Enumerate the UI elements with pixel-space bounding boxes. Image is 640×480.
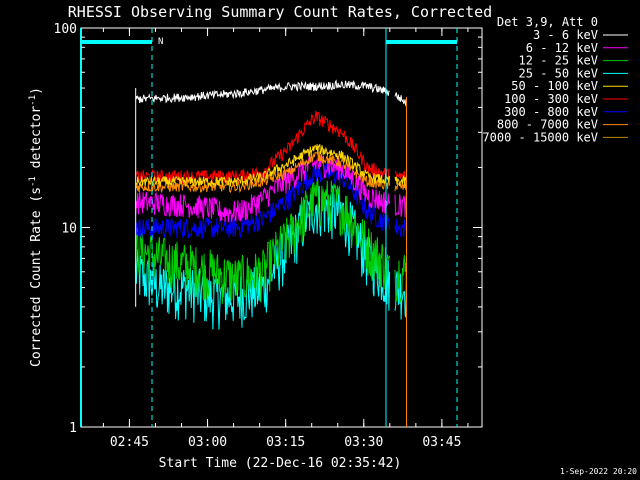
y-tick-label: 1 [69, 421, 77, 436]
y-axis-label-part1: Corrected Count Rate (s [29, 187, 44, 367]
series-line-12-25-kev [135, 177, 407, 308]
x-tick-label: 03:45 [422, 435, 461, 450]
y-axis-label-sup2: -1 [28, 95, 38, 106]
generation-timestamp: 1-Sep-2022 20:20 [560, 467, 637, 476]
y-axis-label-part3: ) [29, 87, 44, 95]
series-line-800-7000-kev [135, 151, 407, 194]
legend-label: 50 - 100 keV [511, 79, 598, 93]
legend-label: 300 - 800 keV [504, 105, 598, 119]
legend-label: 800 - 7000 keV [497, 118, 598, 132]
legend-label: 3 - 6 keV [533, 28, 598, 42]
legend-label: 25 - 50 keV [519, 66, 598, 80]
chart-title: RHESSI Observing Summary Count Rates, Co… [68, 3, 492, 21]
legend-label: 7000 - 15000 keV [482, 130, 598, 144]
x-tick-label: 03:00 [188, 435, 227, 450]
night-bar-label: N [158, 37, 163, 47]
night-bar-right [386, 40, 457, 44]
legend-label: 6 - 12 keV [526, 41, 598, 55]
axes: 1 10 100 02:45 03:00 03:15 03:30 03:45 [54, 22, 482, 450]
series-line-3-6-kev [135, 79, 407, 107]
x-tick-label: 03:15 [266, 435, 305, 450]
night-bar-left [81, 40, 152, 44]
series-line-300-800-kev [135, 163, 407, 240]
x-tick-label: 02:45 [110, 435, 149, 450]
series-line-50-100-kev [135, 144, 407, 188]
x-axis-label: Start Time (22-Dec-16 02:35:42) [159, 456, 402, 471]
x-tick-label: 03:30 [344, 435, 383, 450]
legend-label: 100 - 300 keV [504, 92, 598, 106]
legend-header: Det 3,9, Att 0 [497, 15, 598, 29]
y-axis-label-part2: detector [29, 106, 44, 177]
legend-label: 12 - 25 keV [519, 54, 598, 68]
data-marks [135, 79, 407, 427]
y-tick-label: 100 [54, 22, 77, 37]
y-tick-label: 10 [61, 222, 77, 237]
y-axis-label-sup1: -1 [28, 176, 38, 187]
y-axis-label: Corrected Count Rate (s-1 detector-1) [28, 87, 44, 367]
series-line-6-12-kev [135, 154, 407, 223]
series-line-100-300-kev [135, 110, 407, 185]
